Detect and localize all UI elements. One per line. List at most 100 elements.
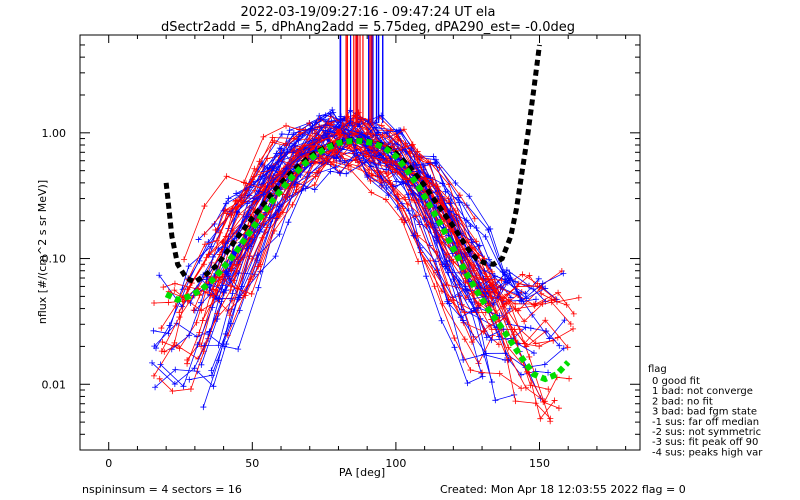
legend-item: -4 sus: peaks high var <box>652 447 763 458</box>
trace-point <box>542 317 549 324</box>
trace-point <box>186 376 193 383</box>
trace-point <box>244 200 251 207</box>
x-tick-label: 150 <box>529 457 550 470</box>
trace-point <box>233 190 240 197</box>
trace-point <box>551 397 558 404</box>
trace-point <box>387 138 394 145</box>
trace-point <box>156 272 163 279</box>
trace-point <box>176 314 183 321</box>
trace-point <box>243 180 250 187</box>
trace-point <box>451 335 458 342</box>
trace-point <box>474 304 481 311</box>
trace-point <box>282 193 289 200</box>
trace-point <box>488 326 495 333</box>
trace-point <box>285 219 292 226</box>
trace-point <box>379 132 386 139</box>
trace-point <box>291 144 298 151</box>
trace-point <box>546 335 553 342</box>
trace-point <box>545 386 552 393</box>
trace-point <box>386 132 393 139</box>
trace-point <box>536 343 543 350</box>
legend-item: -2 sus: not symmetric <box>652 427 761 438</box>
trace-point <box>260 191 267 198</box>
trace-point <box>232 198 239 205</box>
footer-right: Created: Mon Apr 18 12:03:55 2022 flag =… <box>440 483 686 496</box>
legend-item: 1 bad: not converge <box>652 386 753 397</box>
trace-point <box>483 334 490 341</box>
trace-point <box>521 318 528 325</box>
trace-point <box>522 384 529 391</box>
trace-point <box>210 286 217 293</box>
trace-point <box>539 280 546 287</box>
trace-point <box>403 176 410 183</box>
trace-point <box>323 121 330 128</box>
trace-point <box>400 126 407 133</box>
trace-point <box>512 300 519 307</box>
trace-point <box>259 234 266 241</box>
trace-point <box>291 155 298 162</box>
trace-point <box>302 185 309 192</box>
trace-point <box>193 319 200 326</box>
trace-point <box>488 337 495 344</box>
x-tick-label: 50 <box>245 457 259 470</box>
trace-point <box>289 201 296 208</box>
trace-point <box>479 275 486 282</box>
trace-point <box>307 143 314 150</box>
trace-point <box>166 322 173 329</box>
trace-point <box>296 145 303 152</box>
trace-point <box>273 167 280 174</box>
trace-point <box>505 275 512 282</box>
trace-point <box>567 321 574 328</box>
trace-point <box>151 343 158 350</box>
trace-point <box>224 332 231 339</box>
trace-point <box>404 177 411 184</box>
trace-point <box>461 336 468 343</box>
trace-point <box>461 309 468 316</box>
trace-point <box>323 158 330 165</box>
trace-point <box>171 280 178 287</box>
trace-point <box>275 213 282 220</box>
trace-point <box>438 317 445 324</box>
trace-point <box>171 287 178 294</box>
trace-point <box>361 159 368 166</box>
trace-point <box>423 273 430 280</box>
trace-point <box>482 350 489 357</box>
trace-point <box>293 186 300 193</box>
trace-point <box>470 267 477 274</box>
chart-title: 2022-03-19/09:27:16 - 09:47:24 UT ela <box>241 5 496 20</box>
trace-point <box>378 182 385 189</box>
trace-point <box>570 325 577 332</box>
trace-point <box>190 307 197 314</box>
trace-point <box>312 158 319 165</box>
trace-lines <box>149 35 582 425</box>
trace-point <box>445 195 452 202</box>
trace-point <box>526 272 533 279</box>
trace-point <box>433 249 440 256</box>
trace-point <box>495 341 502 348</box>
trace-point <box>555 289 562 296</box>
trace-point <box>526 353 533 360</box>
trace-point <box>543 327 550 334</box>
trace-point <box>213 237 220 244</box>
trace-point <box>531 302 538 309</box>
trace-point <box>356 130 363 137</box>
trace-point <box>486 322 493 329</box>
trace-point <box>201 241 208 248</box>
x-tick-label: 0 <box>105 457 112 470</box>
trace-line <box>160 113 483 388</box>
trace-point <box>460 317 467 324</box>
trace-point <box>521 340 528 347</box>
trace-point <box>476 242 483 249</box>
trace-point <box>471 215 478 222</box>
trace-point <box>439 300 446 307</box>
trace-point <box>159 338 166 345</box>
trace-point <box>372 149 379 156</box>
trace-point <box>492 397 499 404</box>
trace-point <box>200 404 207 411</box>
trace-point <box>345 126 352 133</box>
trace-point <box>479 373 486 380</box>
trace-point <box>506 270 513 277</box>
trace-point <box>351 145 358 152</box>
trace-point <box>276 145 283 152</box>
